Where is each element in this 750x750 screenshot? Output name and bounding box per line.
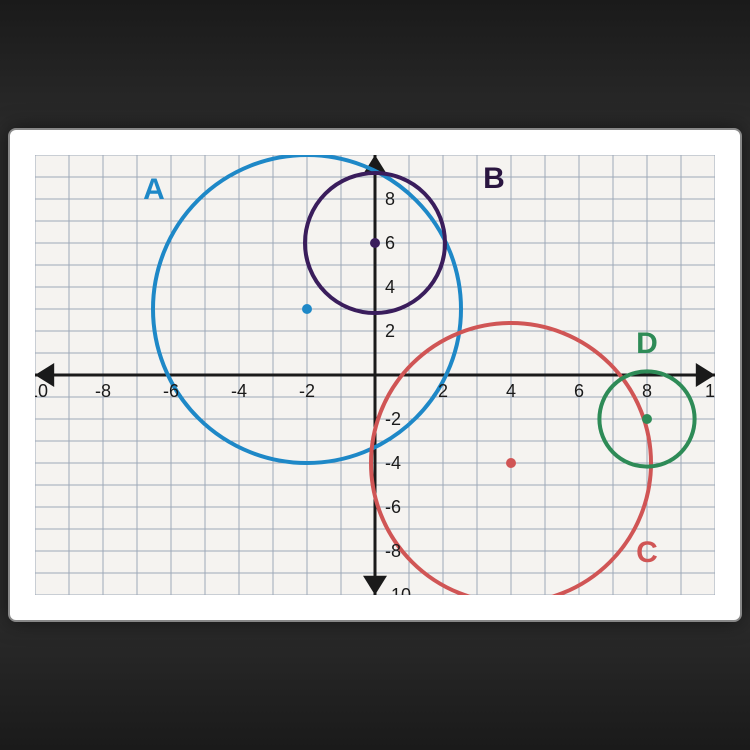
x-tick-label: -8 [95,381,111,401]
y-tick-label: -10 [385,585,411,595]
y-tick-label: 4 [385,277,395,297]
label-C: C [636,536,658,569]
x-tick-label: 4 [506,381,516,401]
x-tick-label: -2 [299,381,315,401]
y-tick-label: 6 [385,233,395,253]
x-tick-label: -4 [231,381,247,401]
center-dot-A [302,304,312,314]
center-dot-D [642,414,652,424]
photo-frame: A B C D -10 -8 -6 -4 -2 2 4 6 8 10 -10 -8 -6 -4 -2 2 4 6 8 [8,128,742,622]
label-B: B [483,162,505,195]
label-D: D [636,327,658,360]
center-dot-B [370,238,380,248]
x-tick-label: -6 [163,381,179,401]
y-tick-label: -2 [385,409,401,429]
label-A: A [143,173,165,206]
coordinate-plane: A B C D -10 -8 -6 -4 -2 2 4 6 8 10 -10 -8 -6 -4 -2 2 4 6 8 [35,155,715,595]
y-tick-label: 2 [385,321,395,341]
y-tick-label: 8 [385,189,395,209]
y-tick-label: -8 [385,541,401,561]
photo-dark-bottom [0,620,750,750]
x-tick-label: 10 [705,381,715,401]
y-tick-label: -4 [385,453,401,473]
photo-dark-top [0,0,750,130]
x-tick-label: 2 [438,381,448,401]
x-tick-label: 8 [642,381,652,401]
center-dot-C [506,458,516,468]
y-tick-label: -6 [385,497,401,517]
x-tick-label: 6 [574,381,584,401]
x-tick-label: -10 [35,381,48,401]
graph-container: A B C D -10 -8 -6 -4 -2 2 4 6 8 10 -10 -8 -6 -4 -2 2 4 6 8 [35,155,715,595]
